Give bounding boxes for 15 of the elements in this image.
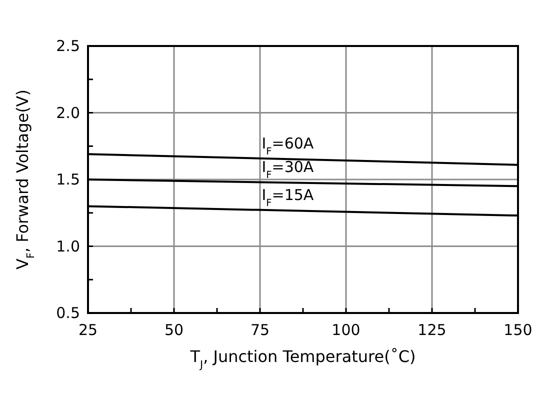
y-tick-label: 0.5 [56, 304, 80, 322]
x-tick-label: 100 [332, 321, 360, 339]
x-axis-title: T$_{J}$, Junction Temperature(˚C) [189, 347, 416, 371]
y-tick-label: 2.0 [56, 104, 80, 122]
series-label: I$_{F}$=60A [262, 134, 314, 157]
series-label: I$_{F}$=30A [262, 158, 314, 181]
x-tick-label: 150 [504, 321, 532, 339]
x-tick-label: 125 [418, 321, 446, 339]
y-tick-label: 1.0 [56, 237, 80, 256]
x-tick-label: 25 [78, 321, 98, 339]
x-tick-label: 75 [250, 321, 270, 339]
y-tick-label: 1.5 [56, 170, 80, 188]
y-tick-label: 2.5 [56, 37, 80, 55]
series-label: I$_{F}$=15A [262, 186, 314, 208]
x-tick-label: 50 [164, 321, 184, 339]
